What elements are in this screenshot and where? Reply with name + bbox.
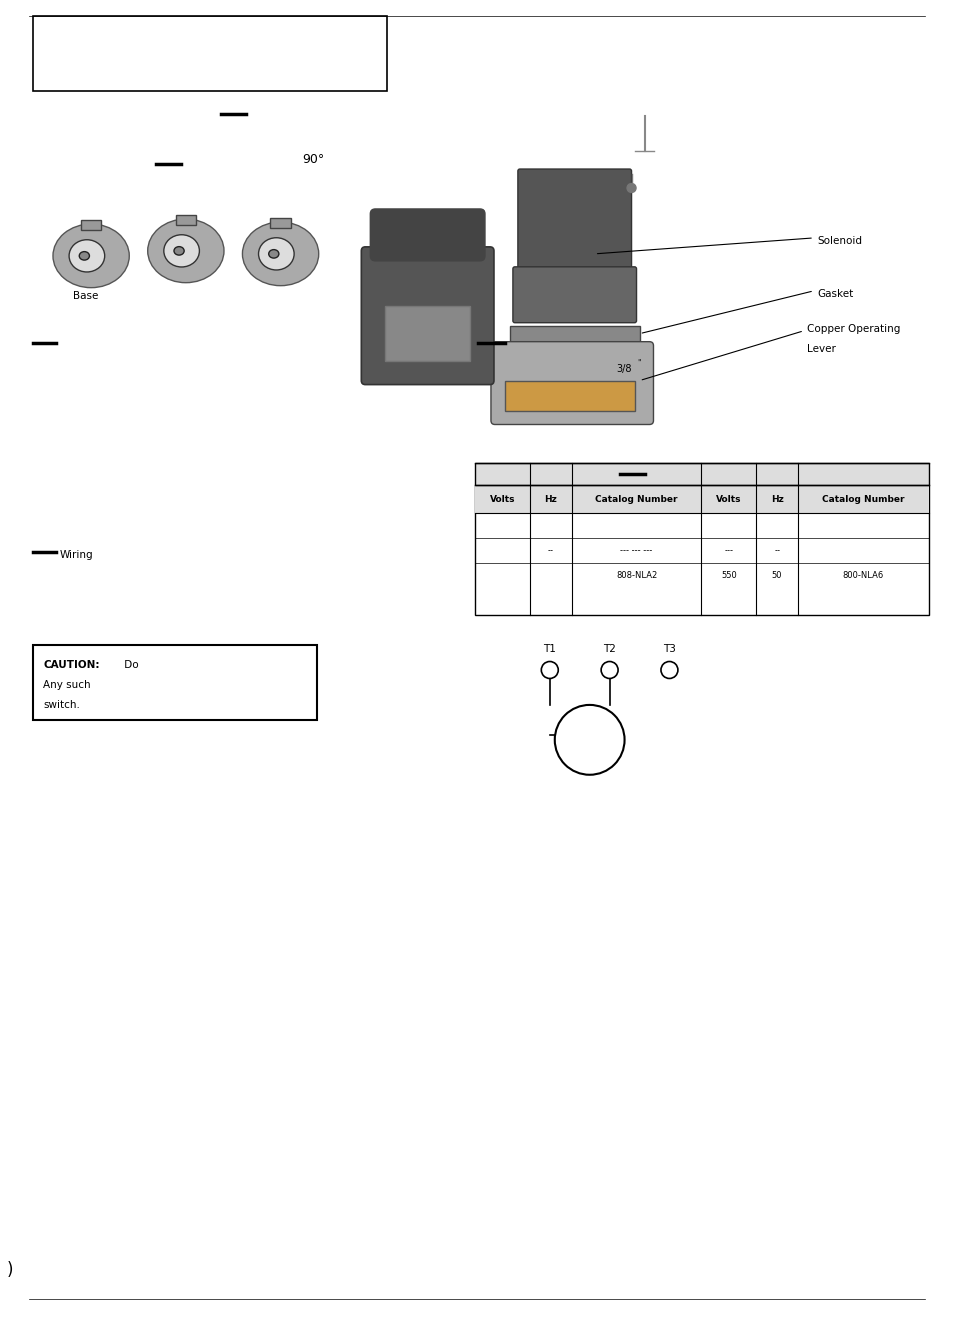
Text: Wiring: Wiring [59,550,92,560]
Bar [33,16,387,91]
Circle shape [600,661,618,678]
Text: Hz: Hz [770,494,782,504]
Bar [475,485,927,513]
Ellipse shape [242,223,318,286]
Bar [385,306,470,360]
Circle shape [540,661,558,678]
Text: ---: --- [723,546,733,555]
Text: Catalog Number: Catalog Number [595,494,677,504]
Ellipse shape [173,246,184,256]
Ellipse shape [79,252,90,260]
Text: 90°: 90° [302,154,324,166]
Text: --: -- [773,546,780,555]
Text: Lever: Lever [806,343,835,354]
Bar [475,485,927,615]
Text: Catalog Number: Catalog Number [821,494,903,504]
Bar [475,464,927,485]
Text: --: -- [547,546,553,555]
Bar [175,215,195,225]
Text: T2: T2 [602,644,616,655]
Text: T1: T1 [543,644,556,655]
FancyBboxPatch shape [517,170,631,273]
Ellipse shape [164,235,199,266]
Circle shape [626,183,636,192]
Text: CAUTION:: CAUTION: [43,660,100,670]
FancyBboxPatch shape [361,246,494,384]
Bar [81,220,101,231]
Text: Base: Base [73,290,98,301]
Text: Gasket: Gasket [816,289,852,298]
Bar [33,645,317,719]
Text: 550: 550 [720,571,736,580]
Bar [270,219,291,228]
Text: Solenoid: Solenoid [816,236,862,246]
Text: 3/8: 3/8 [616,363,632,374]
Text: T3: T3 [662,644,675,655]
Circle shape [555,705,624,775]
Bar [504,380,634,411]
Text: Do: Do [121,660,138,670]
Bar [509,326,639,343]
Text: 808-NLA2: 808-NLA2 [616,571,657,580]
Ellipse shape [269,249,278,258]
FancyBboxPatch shape [370,209,484,261]
Text: --- --- ---: --- --- --- [619,546,652,555]
Text: Hz: Hz [544,494,557,504]
Ellipse shape [53,224,129,288]
Text: Copper Operating: Copper Operating [806,323,900,334]
Ellipse shape [69,240,105,272]
Text: Any such: Any such [43,680,91,690]
Text: 50: 50 [771,571,781,580]
Ellipse shape [148,219,224,282]
FancyBboxPatch shape [513,266,636,323]
Text: switch.: switch. [43,700,80,710]
FancyBboxPatch shape [491,342,653,424]
Ellipse shape [258,237,294,270]
Text: 800-NLA6: 800-NLA6 [841,571,883,580]
Text: Volts: Volts [716,494,740,504]
Text: ": " [637,359,640,367]
Text: LO: LO [581,735,597,745]
Text: Volts: Volts [489,494,515,504]
Text: ): ) [7,1260,12,1279]
Circle shape [660,661,678,678]
